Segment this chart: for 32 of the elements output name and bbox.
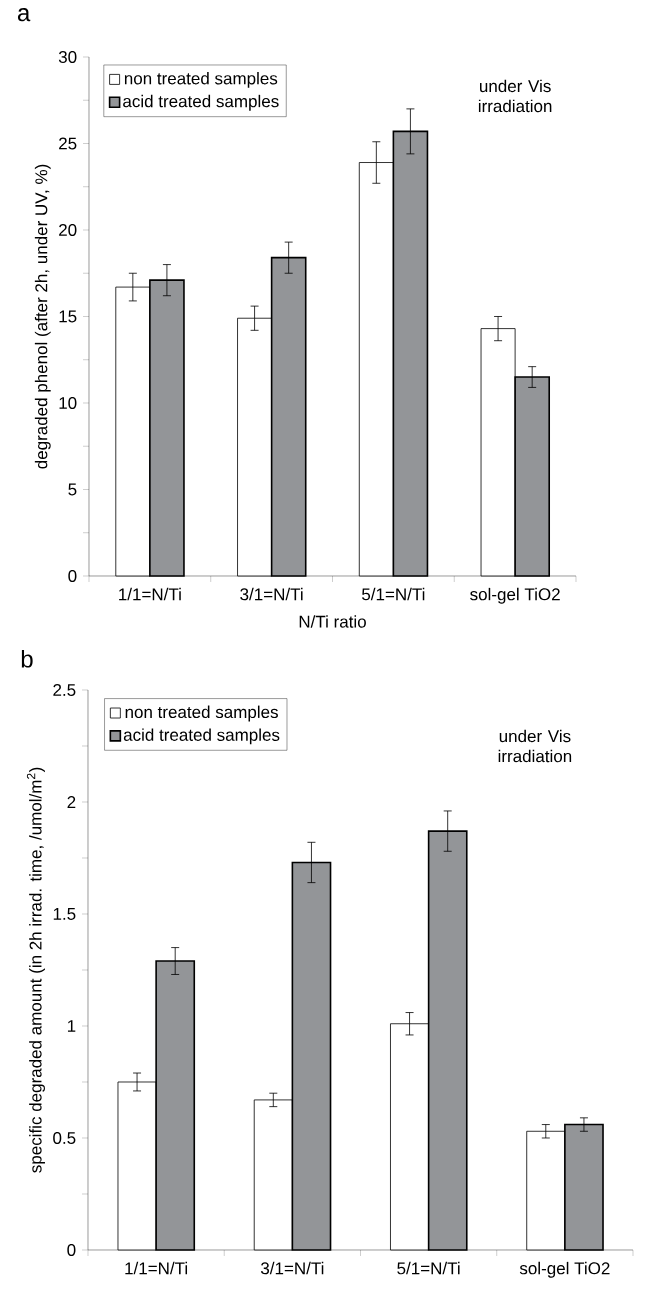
x-tick-label: 1/1=N/Ti: [119, 587, 181, 601]
legend-label: non treated samples: [125, 705, 278, 722]
legend-label: non treated samples: [124, 71, 278, 88]
y-tick-label: 30: [58, 50, 77, 64]
y-axis-title: degraded phenol (after 2h, under UV, %): [34, 164, 51, 469]
y-tick-label: 25: [59, 137, 77, 150]
chart-title: b: [21, 650, 33, 668]
x-tick-label: 3/1=N/Ti: [260, 1261, 324, 1275]
y-tick-label: 5: [68, 483, 77, 496]
x-tick-label: 1/1=N/Ti: [125, 1261, 188, 1275]
y-tick-label: 0: [67, 1243, 76, 1257]
x-tick-label: 5/1=N/Ti: [362, 587, 425, 601]
legend-label: acid treated samples: [123, 94, 279, 111]
y-tick-label: 15: [59, 310, 77, 323]
x-tick-label: 3/1=N/Ti: [240, 587, 303, 601]
y-tick-label: 20: [59, 223, 77, 237]
annotation: under Vis irradiation: [498, 729, 572, 763]
x-tick-label: sol-gel TiO2: [519, 1261, 610, 1278]
y-tick-label: 1: [67, 1020, 76, 1032]
x-tick-label: sol-gel TiO2: [470, 587, 560, 604]
annotation: under Vis irradiation: [478, 79, 552, 113]
y-tick-label: 1.5: [53, 908, 76, 920]
y-axis-title: specific degraded amount (in 2h irrad. time, /umol/m$^{2}$): [26, 767, 45, 1173]
y-tick-label: 0: [68, 569, 77, 583]
y-tick-label: 10: [59, 396, 77, 410]
legend-label: acid treated samples: [123, 728, 280, 745]
x-tick-label: 5/1=N/Ti: [397, 1261, 460, 1275]
chart-title: a: [17, 8, 31, 22]
y-tick-label: 0.5: [53, 1131, 76, 1145]
x-axis-title: N/Ti ratio: [299, 615, 366, 628]
y-tick-label: 2.5: [53, 683, 76, 697]
y-tick-label: 2: [67, 796, 76, 808]
